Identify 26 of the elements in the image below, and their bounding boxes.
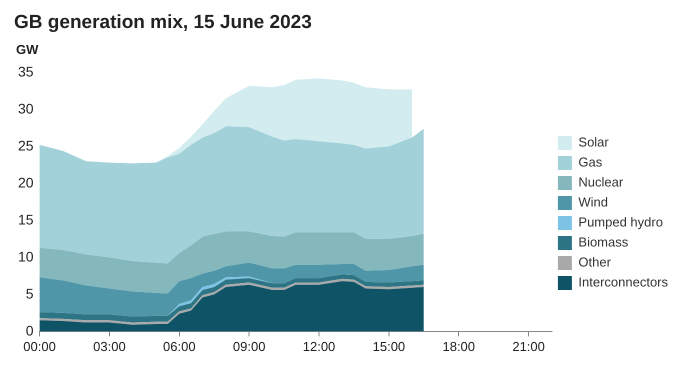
legend-label: Pumped hydro — [578, 214, 663, 230]
chart-title: GB generation mix, 15 June 2023 — [14, 12, 312, 34]
legend-label: Nuclear — [578, 174, 624, 190]
x-tick-label: 12:00 — [302, 338, 336, 354]
y-tick-label: 15 — [18, 211, 34, 228]
x-tick-label: 15:00 — [372, 338, 406, 354]
y-tick-label: 10 — [18, 248, 34, 264]
y-tick-label: 25 — [18, 137, 34, 154]
legend-label: Wind — [578, 194, 608, 210]
legend-label: Other — [578, 254, 612, 270]
x-tick-label: 03:00 — [93, 338, 126, 354]
legend-label: Gas — [578, 154, 603, 170]
y-tick-label: 20 — [18, 174, 34, 190]
x-tick-label: 21:00 — [512, 338, 545, 354]
y-axis-title: GW — [16, 42, 38, 57]
legend-label: Interconnectors — [578, 274, 668, 290]
x-tick-label: 18:00 — [442, 338, 476, 354]
legend-label: Biomass — [578, 234, 629, 250]
y-tick-label: 0 — [26, 322, 34, 338]
legend-label: Solar — [578, 134, 610, 150]
x-tick-label: 09:00 — [232, 338, 266, 354]
y-tick-label: 35 — [18, 63, 34, 80]
y-tick-label: 30 — [18, 100, 34, 116]
x-tick-label: 06:00 — [163, 338, 196, 354]
y-tick-label: 5 — [26, 285, 34, 302]
x-tick-label: 00:00 — [23, 338, 56, 354]
